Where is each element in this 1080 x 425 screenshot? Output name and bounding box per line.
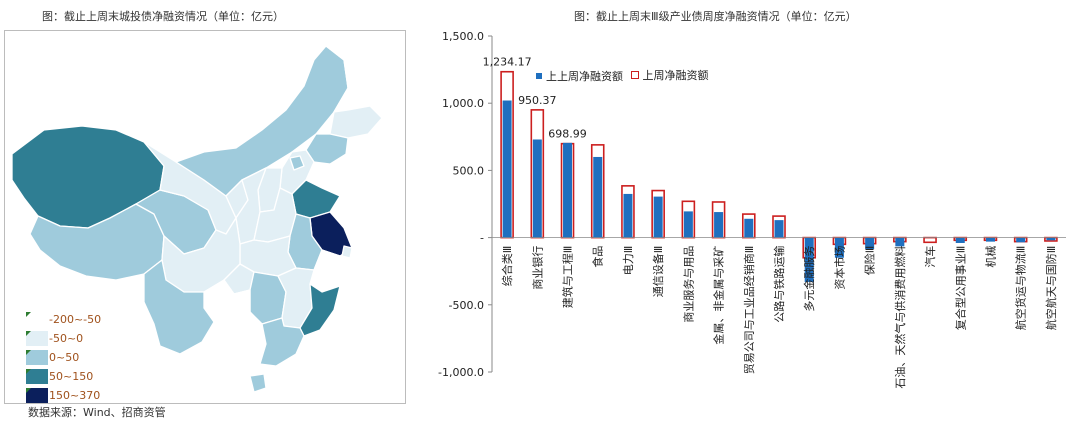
bar-prev-week [1016,237,1026,243]
data-label: 698.99 [548,128,587,141]
region-shanghai [341,245,353,259]
bar-prev-week [834,237,844,258]
map-legend-swatch [26,331,48,346]
map-legend-item: 50~150 [26,367,101,386]
map-legend-label: -200~-50 [49,313,102,326]
map-legend-label: 50~150 [49,370,94,383]
x-tick-label: 电力Ⅲ [622,246,635,276]
bar-prev-week [774,220,784,238]
map-legend-swatch [26,350,48,365]
y-tick-label: 1,500.0 [442,30,484,43]
map-legend-swatch [26,312,48,327]
x-tick-label: 贸易公司与工业品经销商Ⅲ [742,246,756,375]
x-tick-label: 资本市场 [832,246,846,290]
china-map [11,43,383,393]
bar-chart: 1,500.0 1,000.0 500.0 - -500.0 -1,000.0 综合类Ⅲ 商业… [438,30,1066,389]
x-tick-label: 汽车 [923,246,937,268]
bar-prev-week [502,100,512,238]
x-tick-label: 机械 [983,246,997,268]
map-frame [4,30,406,404]
legend-swatch-prev-week [536,73,542,79]
region-hainan [249,373,267,393]
bar-prev-week [865,237,875,250]
y-tick-label: -1,000.0 [438,366,484,379]
x-tick-label: 多元金融服务 [802,246,816,312]
map-legend-item: 0~50 [26,348,101,367]
x-tick-label: 复合型公用事业Ⅲ [953,246,967,331]
bar-prev-week [653,196,663,238]
x-tick-label: 建筑与工程Ⅲ [561,246,575,309]
bar-last-week [923,236,937,244]
x-tick-label: 综合类Ⅲ [500,246,514,287]
data-source: 数据来源：Wind、招商资管 [28,406,166,419]
map-legend-item: -200~-50 [26,310,101,329]
x-tick-label: 金属、非金属与采矿 [712,246,726,345]
x-tick-label: 航空航天与国防Ⅲ [1044,246,1058,331]
map-legend-label: 0~50 [49,351,80,364]
bar-prev-week [593,156,603,238]
legend-marker-icon [26,388,31,393]
map-legend-label: 150~370 [49,389,101,402]
map-title: 图：截止上周末城投债净融资情况（单位：亿元） [42,10,284,23]
chart-title: 图：截止上周末Ⅲ级产业债周度净融资情况（单位：亿元） [574,10,857,23]
bar-prev-week [532,139,542,238]
bar-prev-week [955,237,965,243]
x-tick-label: 商业服务与用品 [681,246,695,323]
x-tick-label: 食品 [591,246,605,268]
y-tick-label: -500.0 [449,299,484,312]
legend-marker-icon [26,331,31,336]
legend-label-last-week: 上周净融资额 [642,69,709,82]
x-tick-label: 商业银行 [530,246,544,290]
bar-prev-week [623,193,633,238]
bar-prev-week [744,218,754,238]
map-legend-item: -50~0 [26,329,101,348]
chart-legend: 上上周净融资额 上周净融资额 [536,67,713,84]
x-tick-label: 公路与铁路运输 [772,246,786,323]
x-tick-label: 通信设备Ⅲ [651,246,665,298]
legend-item-last-week: 上周净融资额 [630,67,709,83]
x-tick-label: 石油、天然气与供消费用燃料 [893,246,907,389]
bar-prev-week [563,142,573,238]
map-legend-item: 150~370 [26,386,101,405]
legend-swatch-last-week [630,71,639,79]
bar-prev-week [1046,237,1056,241]
data-label: 950.37 [518,94,557,107]
x-tick-label: 保险Ⅲ [863,246,877,276]
map-legend-swatch [26,369,48,384]
legend-marker-icon [26,369,31,374]
legend-marker-icon [26,350,31,355]
bar-prev-week [985,237,995,242]
bar-prev-week [714,212,724,238]
y-tick-label: - [480,232,484,245]
region-fujian [299,283,341,337]
region-guangdong [259,317,305,367]
legend-label-prev-week: 上上周净融资额 [546,70,623,83]
region-taiwan [343,313,355,339]
bar-prev-week [804,237,814,282]
map-legend: -200~-50 -50~0 0~50 50~150 150~370 [26,310,101,405]
y-tick-label: 500.0 [453,164,485,177]
map-legend-label: -50~0 [49,332,84,345]
y-tick-label: 1,000.0 [442,97,484,110]
x-tick-label: 航空货运与物流Ⅲ [1014,246,1028,331]
legend-item-prev-week: 上上周净融资额 [536,68,623,84]
bar-prev-week [683,211,693,238]
bar-prev-week [895,237,905,247]
legend-marker-icon [26,312,31,317]
region-beijing [289,155,305,171]
map-legend-swatch [26,388,48,403]
data-label: 1,234.17 [483,56,532,69]
